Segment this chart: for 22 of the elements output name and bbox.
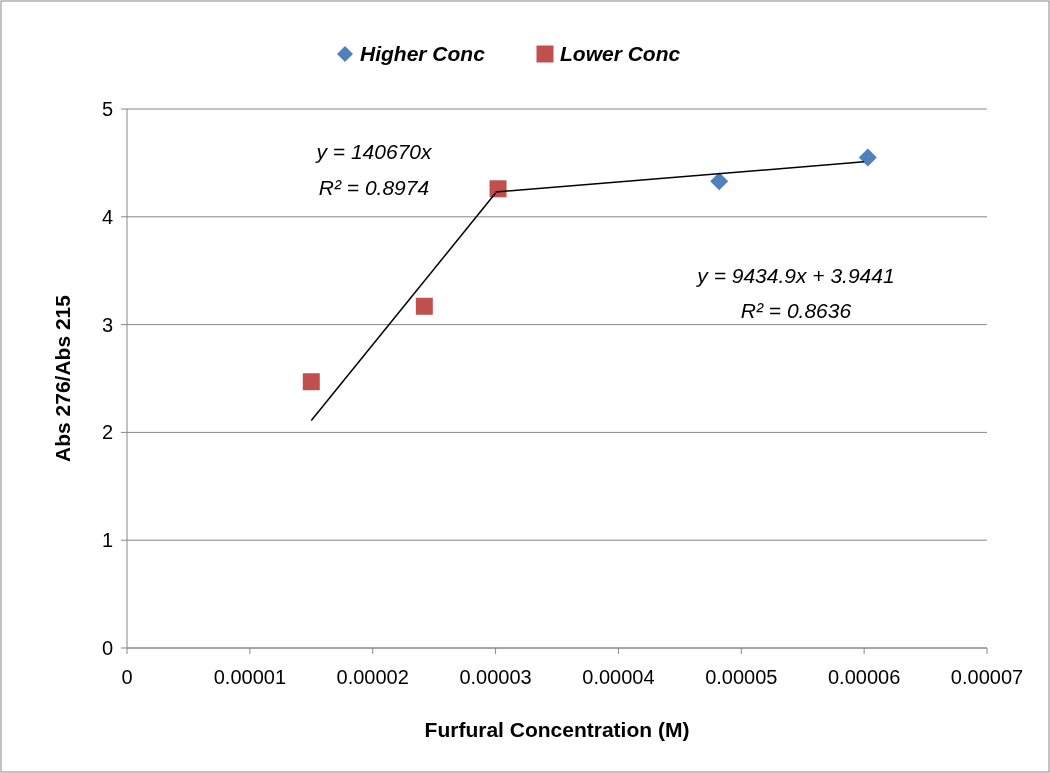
x-tick-label: 0.00004: [582, 666, 655, 688]
y-tick-label: 5: [101, 98, 113, 120]
x-axis-title: Furfural Concentration (M): [424, 718, 690, 741]
x-tick-label: 0.00007: [950, 666, 1024, 688]
y-tick-label: 1: [101, 529, 113, 552]
annotation: R² = 0.8974: [318, 176, 430, 200]
y-tick-label: 4: [101, 205, 113, 228]
y-tick-label: 3: [101, 313, 113, 336]
annotation: y = 140670x: [314, 140, 433, 164]
legend-label: Lower Conc: [560, 42, 681, 66]
y-axis-title: Abs 276/Abs 215: [51, 294, 74, 462]
annotation: y = 9434.9x + 3.9441: [695, 264, 895, 288]
x-tick-label: 0.00001: [213, 666, 287, 688]
legend-label: Higher Conc: [360, 42, 486, 66]
x-tick-label: 0.00002: [336, 666, 409, 688]
annotation: R² = 0.8636: [740, 299, 852, 323]
x-tick-label: 0.00005: [705, 666, 778, 688]
y-tick-label: 2: [101, 421, 113, 444]
y-tick-label: 0: [101, 637, 113, 659]
x-tick-label: 0: [121, 666, 133, 688]
x-tick-label: 0.00003: [459, 666, 532, 688]
x-tick-label: 0.00006: [827, 666, 901, 688]
